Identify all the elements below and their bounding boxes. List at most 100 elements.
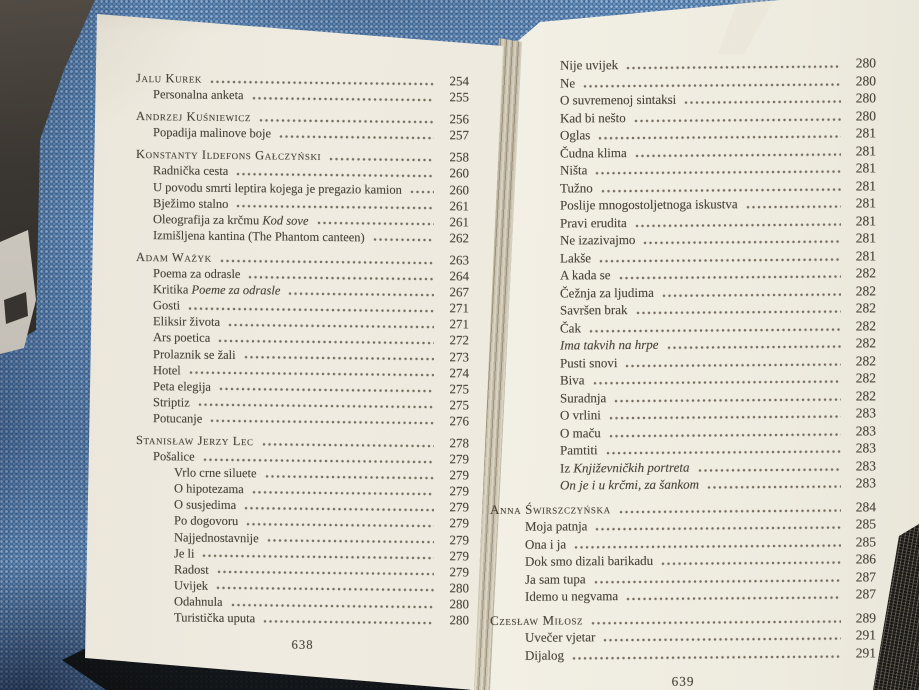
toc-entry-title: Kritika Poeme za odrasle bbox=[153, 282, 281, 298]
toc-entry-title: Czesław Miłosz bbox=[490, 611, 584, 628]
toc-entry-title: Ars poetica bbox=[153, 330, 211, 346]
leader-dots bbox=[246, 522, 434, 529]
leader-dots bbox=[707, 484, 841, 490]
toc-entry-page: 283 bbox=[855, 422, 876, 438]
toc-entry-page: 283 bbox=[855, 457, 876, 473]
toc-entry: Potucanje 276 bbox=[136, 410, 469, 430]
leader-dots bbox=[626, 64, 841, 71]
toc-entry-page: 281 bbox=[855, 142, 876, 158]
leader-dots bbox=[643, 239, 841, 245]
toc-entry-title: Dok smo dizali barikadu bbox=[525, 552, 654, 569]
toc-entry-page: 283 bbox=[855, 440, 876, 456]
toc-entry-page: 287 bbox=[855, 586, 876, 602]
toc-entry-page: 279 bbox=[449, 547, 470, 564]
leader-dots bbox=[236, 172, 434, 179]
toc-entry-page: 284 bbox=[855, 498, 876, 514]
leader-dots bbox=[634, 152, 841, 158]
leader-dots bbox=[635, 309, 841, 315]
toc-entry-title: Uvečer vjetar bbox=[525, 629, 596, 645]
toc-entry-title: Čežnja za ljudima bbox=[560, 284, 654, 301]
toc-entry-page: 257 bbox=[449, 127, 470, 143]
leader-dots bbox=[661, 292, 841, 298]
toc-entry-title: Bježimo stalno bbox=[153, 195, 229, 211]
toc-entry-title: Idemo u negvama bbox=[525, 588, 619, 604]
toc-entry-page: 280 bbox=[449, 596, 470, 612]
toc-entry-page: 267 bbox=[449, 284, 470, 300]
leader-dots bbox=[605, 449, 841, 456]
toc-entry-title: Vrlo crne siluete bbox=[174, 465, 257, 481]
toc-right-column: Nije uvijek 280 Ne 280 O suvremenoj sintaksi… bbox=[490, 54, 876, 690]
leader-dots bbox=[228, 322, 434, 330]
leader-dots bbox=[263, 618, 434, 625]
toc-entry-page: 279 bbox=[449, 515, 470, 531]
toc-entry-page: 282 bbox=[855, 265, 876, 281]
toc-entry-title: Čudna klima bbox=[560, 144, 627, 161]
toc-entry-title: Stanisław Jerzy Lec bbox=[136, 432, 254, 449]
toc-entry-title: Eliksir života bbox=[153, 314, 220, 330]
toc-entry-title: Radost bbox=[174, 562, 209, 577]
toc-entry-title: Je li bbox=[174, 546, 195, 561]
leader-dots bbox=[210, 419, 434, 426]
leader-dots bbox=[574, 543, 841, 549]
toc-entry-title: Anna Świrszczyńska bbox=[490, 500, 611, 517]
leader-dots bbox=[219, 258, 434, 265]
toc-entry-title: Ja sam tupa bbox=[525, 570, 586, 587]
toc-entry-title: Suradnja bbox=[560, 389, 607, 406]
leader-dots bbox=[279, 134, 434, 140]
toc-entry-page: 282 bbox=[855, 335, 876, 351]
leader-dots bbox=[614, 397, 841, 403]
toc-entry-title: Prolaznik se žali bbox=[153, 346, 236, 362]
leader-dots bbox=[409, 190, 434, 195]
toc-entry-page: 282 bbox=[855, 370, 876, 386]
toc-entry-title: O suvremenoj sintaksi bbox=[560, 91, 677, 108]
toc-entry-page: 291 bbox=[855, 627, 876, 643]
toc-entry-title: Iz Književničkih portreta bbox=[560, 459, 690, 476]
toc-entry-title: O susjedima bbox=[174, 497, 237, 513]
leader-dots bbox=[372, 237, 434, 243]
toc-entry-page: 281 bbox=[855, 230, 876, 246]
toc-entry: Idemo u negvama 287 bbox=[490, 585, 876, 605]
toc-entry-title: Tužno bbox=[560, 179, 593, 196]
toc-entry-page: 287 bbox=[855, 568, 876, 584]
toc-entry-page: 280 bbox=[449, 580, 470, 596]
leader-dots bbox=[608, 432, 841, 438]
leader-dots bbox=[258, 118, 434, 124]
toc-entry-title: Andrzej Kuśniewicz bbox=[136, 109, 251, 125]
toc-entry-page: 280 bbox=[855, 107, 876, 123]
leader-dots bbox=[202, 457, 434, 464]
toc-entry: Dijalog 291 bbox=[490, 644, 876, 664]
leader-dots bbox=[188, 306, 434, 313]
toc-entry: Turistička uputa 280 bbox=[136, 609, 469, 629]
toc-entry-title: Radnička cesta bbox=[153, 163, 229, 179]
toc-entry-page: 282 bbox=[855, 300, 876, 316]
leader-dots bbox=[266, 538, 434, 545]
toc-entry-title: Kad bi nešto bbox=[560, 109, 626, 126]
toc-entry-page: 263 bbox=[449, 252, 470, 268]
toc-entry-title: Dijalog bbox=[525, 646, 564, 663]
leader-dots bbox=[288, 291, 434, 297]
leader-dots bbox=[598, 134, 841, 141]
toc-entry-page: 276 bbox=[449, 413, 470, 429]
toc-entry-title: Najjednostavnije bbox=[174, 529, 259, 545]
toc-entry-page: 274 bbox=[449, 364, 470, 381]
toc-entry-title: On je i u krčmi, za šankom bbox=[560, 476, 700, 493]
leader-dots bbox=[218, 338, 434, 346]
leader-dots bbox=[188, 370, 434, 378]
toc-entry-title: Gosti bbox=[153, 298, 181, 313]
leader-dots bbox=[608, 414, 841, 421]
toc-entry-title: Izmišljena kantina (The Phantom canteen) bbox=[153, 228, 365, 245]
leader-dots bbox=[244, 506, 434, 513]
toc-entry-title: Ne bbox=[560, 74, 576, 91]
leader-dots bbox=[684, 99, 841, 105]
toc-entry-title: Striptiz bbox=[153, 394, 190, 410]
toc-entry-title: Oleografija za krčmu Kod sove bbox=[153, 211, 309, 228]
toc-entry: Popadija malinove boje 257 bbox=[136, 124, 469, 144]
toc-entry-page: 281 bbox=[855, 125, 876, 141]
toc-entry-title: Poslije mnogostoljetnoga iskustva bbox=[560, 196, 738, 213]
toc-entry-page: 262 bbox=[449, 230, 470, 246]
toc-entry-title: Pravi erudita bbox=[560, 214, 627, 231]
toc-entry-page: 280 bbox=[855, 55, 876, 71]
leader-dots bbox=[593, 578, 841, 584]
toc-entry-page: 254 bbox=[449, 73, 470, 89]
